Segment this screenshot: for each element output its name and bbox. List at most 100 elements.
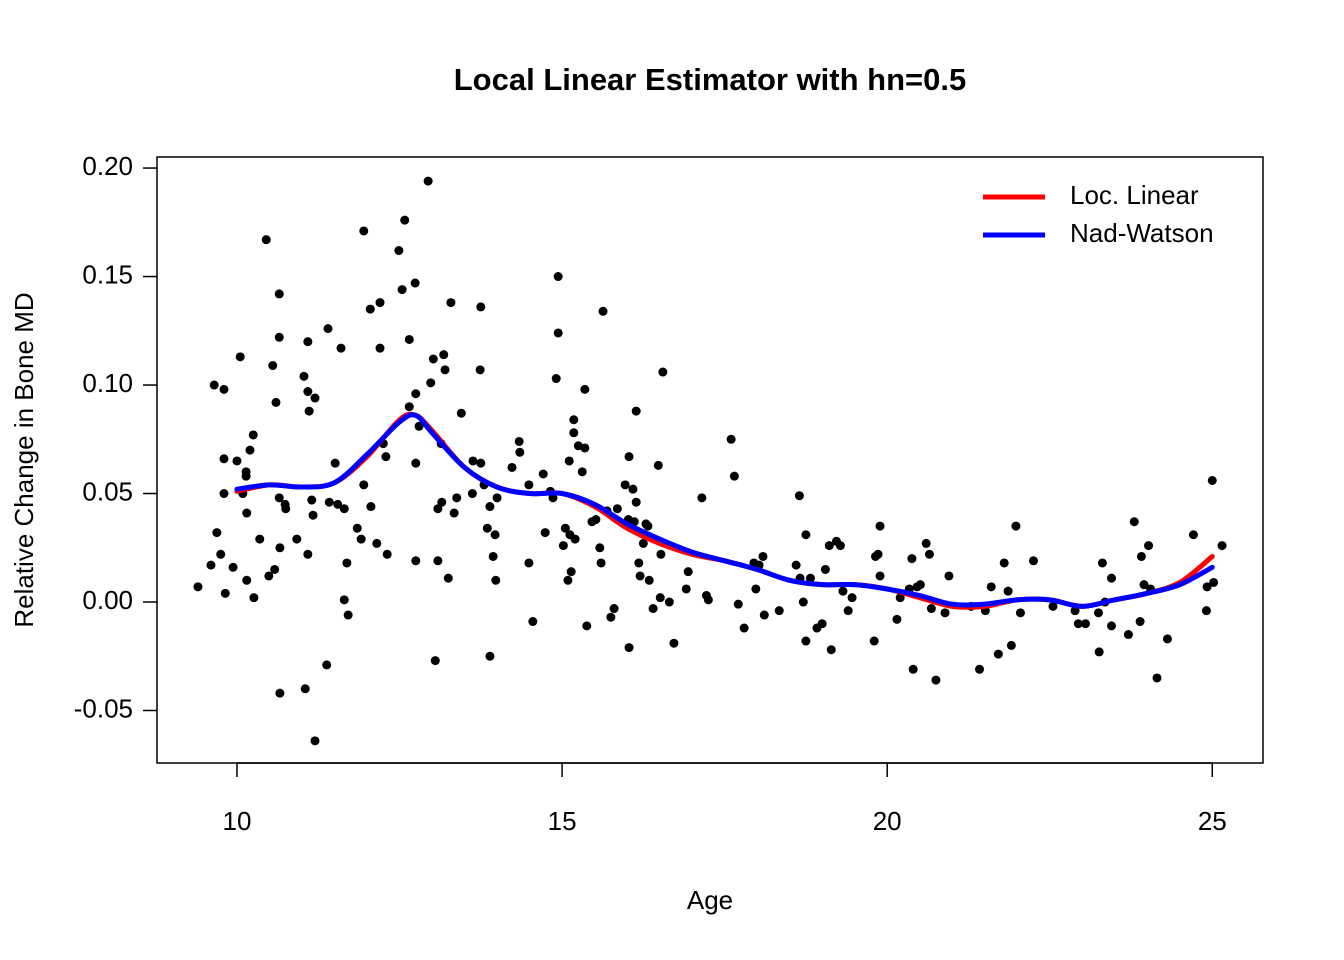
x-tick-label: 25 [1198, 806, 1227, 836]
data-point [397, 285, 407, 295]
data-point [359, 226, 369, 236]
data-point [524, 558, 534, 568]
data-point [440, 365, 450, 375]
data-point [580, 443, 590, 453]
data-point [439, 350, 449, 360]
data-point [1129, 517, 1139, 527]
data-point [330, 458, 340, 468]
data-point [729, 471, 739, 481]
data-point [1136, 551, 1146, 561]
data-point [1048, 601, 1058, 611]
data-point [1152, 673, 1162, 683]
data-point [540, 528, 550, 538]
data-point [835, 541, 845, 551]
data-point [794, 491, 804, 501]
data-point [443, 573, 453, 583]
data-point [433, 504, 443, 514]
x-tick-label: 20 [873, 806, 902, 836]
data-point [644, 575, 654, 585]
data-point [404, 402, 414, 412]
data-point [270, 564, 280, 574]
data-point [394, 246, 404, 256]
data-point [580, 384, 590, 394]
data-point [468, 456, 478, 466]
data-point [292, 534, 302, 544]
data-point [805, 573, 815, 583]
data-point [683, 567, 693, 577]
data-point [635, 571, 645, 581]
data-point [1093, 608, 1103, 618]
plot-frame [156, 156, 1264, 764]
data-point [528, 617, 538, 627]
data-point [801, 636, 811, 646]
data-point [414, 421, 424, 431]
data-point [1217, 541, 1227, 551]
data-point [322, 660, 332, 670]
data-point [940, 608, 950, 618]
data-point [826, 645, 836, 655]
data-point [219, 489, 229, 499]
data-point [220, 588, 230, 598]
legend-label: Loc. Linear [1070, 180, 1199, 210]
data-point [372, 538, 382, 548]
data-point [638, 538, 648, 548]
data-point [514, 436, 524, 446]
data-point [507, 462, 517, 472]
data-point [551, 374, 561, 384]
data-point [915, 580, 925, 590]
data-point [482, 523, 492, 533]
legend-label: Nad-Watson [1070, 218, 1214, 248]
data-point [624, 643, 634, 653]
data-point [606, 612, 616, 622]
data-point [1073, 619, 1083, 629]
data-point [275, 543, 285, 553]
data-point [515, 447, 525, 457]
data-point [817, 619, 827, 629]
data-point [681, 584, 691, 594]
data-point [820, 564, 830, 574]
data-point [847, 593, 857, 603]
data-point [609, 604, 619, 614]
data-point [245, 445, 255, 455]
data-point [838, 586, 848, 596]
data-point [303, 337, 313, 347]
data-point [759, 610, 769, 620]
data-point [336, 343, 346, 353]
data-point [255, 534, 265, 544]
data-point [375, 298, 385, 308]
data-point [428, 354, 438, 364]
data-point [404, 334, 414, 344]
data-point [356, 534, 366, 544]
data-point [612, 504, 622, 514]
data-point [653, 460, 663, 470]
data-point [975, 664, 985, 674]
data-point [449, 508, 459, 518]
data-point [798, 597, 808, 607]
data-point [1144, 541, 1154, 551]
data-point [656, 549, 666, 559]
data-point [926, 604, 936, 614]
data-point [566, 567, 576, 577]
data-point [582, 621, 592, 631]
data-point [488, 551, 498, 561]
y-tick-label: 0.20 [82, 151, 133, 181]
data-point [739, 623, 749, 633]
data-point [1094, 647, 1104, 657]
data-point [476, 458, 486, 468]
data-point [824, 541, 834, 551]
data-point [430, 656, 440, 666]
data-point [924, 549, 934, 559]
data-point [569, 428, 579, 438]
data-point [628, 484, 638, 494]
data-point [400, 215, 410, 225]
data-point [485, 502, 495, 512]
data-point [375, 343, 385, 353]
data-point [1028, 556, 1038, 566]
data-point [271, 397, 281, 407]
data-point [365, 304, 375, 314]
data-point [235, 352, 245, 362]
data-point [774, 606, 784, 616]
data-point [758, 551, 768, 561]
data-point [274, 289, 284, 299]
